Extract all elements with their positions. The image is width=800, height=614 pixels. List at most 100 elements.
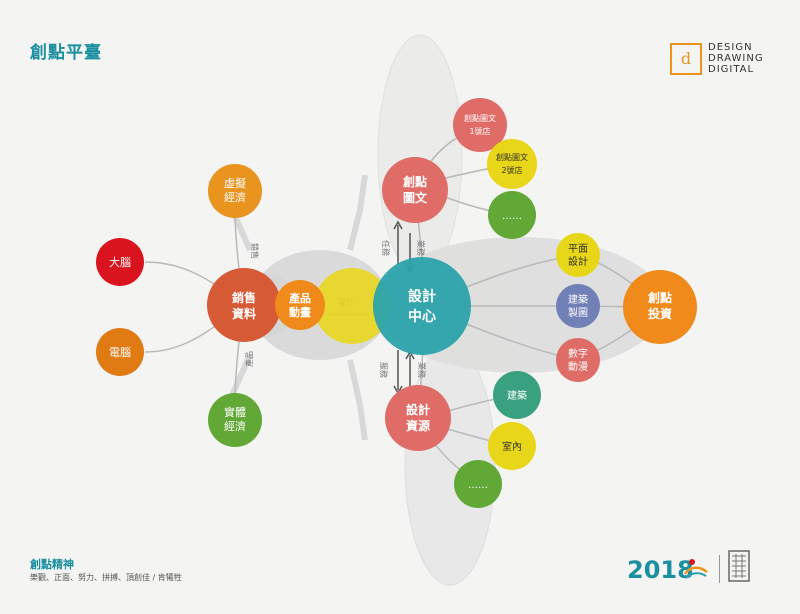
node-design-resources: 設計 資源 <box>385 385 451 451</box>
icif-logo <box>683 559 708 579</box>
insect-leg-4 <box>347 359 368 441</box>
node-virtual-economy-circle <box>208 164 262 218</box>
brand-logo-mark: d <box>670 42 702 75</box>
node-resources-more-circle <box>454 460 502 508</box>
node-digital-animation-line2: 動漫 <box>568 360 588 373</box>
seal-pattern <box>732 554 746 578</box>
node-design-resources-line1: 設計 <box>406 402 430 417</box>
node-resources-more: …… <box>454 460 502 508</box>
node-sales-data-line1: 銷售 <box>232 290 256 305</box>
node-product-animation-line1: 產品 <box>288 291 311 305</box>
node-resources-more-label: …… <box>468 480 488 491</box>
seal-border <box>728 550 750 582</box>
node-product-animation-line2: 動畫 <box>289 305 311 319</box>
node-design-center-line1: 設計 <box>408 288 436 305</box>
node-graphics-more-circle <box>488 191 536 239</box>
node-store-2: 創點圖文 2號店 <box>487 139 537 189</box>
icif-logo-dot <box>689 559 695 565</box>
edge-label-sales-real: 產品 <box>244 351 254 367</box>
node-creative-graphics-circle <box>382 157 448 223</box>
node-architectural-drawing: 建築 製圖 <box>556 284 600 328</box>
node-design-center-circle <box>373 257 471 355</box>
node-brain-circle <box>96 238 144 286</box>
node-computer-label: 電腦 <box>109 345 131 359</box>
node-sales-data: 銷售 資料 <box>207 268 281 342</box>
node-interior: 室內 <box>488 422 536 470</box>
node-store-2-line1: 創點圖文 <box>496 152 528 162</box>
icif-logo-swoosh-2 <box>685 572 707 579</box>
node-computer: 電腦 <box>96 328 144 376</box>
brand-logo-text: DESIGN DRAWING DIGITAL <box>708 42 764 75</box>
edge-label-to-graphics-right: 業務 <box>416 240 426 256</box>
arrow-up-left-head <box>393 220 403 230</box>
node-architecture-label: 建築 <box>507 389 527 402</box>
node-creative-graphics-line1: 創點 <box>402 174 427 189</box>
node-design-resources-line2: 資源 <box>406 418 430 433</box>
node-real-economy-line2: 經濟 <box>224 419 246 433</box>
node-design <box>314 268 390 344</box>
node-computer-circle <box>96 328 144 376</box>
node-architecture-circle <box>493 371 541 419</box>
node-design-circle <box>314 268 390 344</box>
edge-label-to-resources-left: 服務 <box>379 362 389 378</box>
edge-label-sales-virtual: 銷售 <box>250 243 260 259</box>
footer-text: 樂觀、正面、努力、拼搏、頂創佳 / 肯犧牲 <box>30 573 182 582</box>
page-title: 創點平臺 <box>30 43 102 63</box>
year-label: 2018 <box>627 556 694 584</box>
node-store-2-line2: 2號店 <box>501 165 522 175</box>
icif-logo-swoosh <box>683 566 708 575</box>
node-creative-graphics: 創點 圖文 <box>382 157 448 223</box>
node-creative-investment-line1: 創點 <box>647 290 672 305</box>
node-interior-circle <box>488 422 536 470</box>
brand-logo: d DESIGN DRAWING DIGITAL <box>670 42 764 75</box>
insect-leg-3 <box>347 174 368 251</box>
node-graphic-design-circle <box>556 233 600 277</box>
node-product-animation: 產品 動畫 <box>275 280 325 330</box>
node-graphic-design-line2: 設計 <box>568 255 588 268</box>
node-graphic-design: 平面 設計 <box>556 233 600 277</box>
node-graphics-more-label: …… <box>502 211 522 222</box>
brand-logo-line-1: DESIGN <box>708 42 753 53</box>
brand-logo-line-2: DRAWING <box>708 53 764 64</box>
node-sales-data-line2: 資料 <box>232 306 256 321</box>
node-brain-label: 大腦 <box>109 255 131 269</box>
node-digital-animation-circle <box>556 338 600 382</box>
seal-logo <box>728 550 750 582</box>
node-interior-label: 室內 <box>502 440 522 453</box>
footer-divider <box>719 555 720 583</box>
node-store-1-circle <box>453 98 507 152</box>
node-graphics-more: …… <box>488 191 536 239</box>
node-architectural-drawing-line2: 製圖 <box>568 306 588 319</box>
node-digital-animation-line1: 數字 <box>568 347 588 360</box>
node-real-economy-line1: 實體 <box>224 405 246 419</box>
edge-label-to-resources-right: 業務 <box>417 362 427 378</box>
node-design-center-line2: 中心 <box>408 308 436 325</box>
node-creative-investment: 創點 投資 <box>623 270 697 344</box>
node-real-economy-circle <box>208 393 262 447</box>
node-graphic-design-line1: 平面 <box>568 244 588 255</box>
node-virtual-economy-line1: 虛擬 <box>224 176 246 190</box>
node-real-economy: 實體 經濟 <box>208 393 262 447</box>
node-sales-data-circle <box>207 268 281 342</box>
node-store-1-line2: 1號店 <box>469 126 490 136</box>
brand-logo-line-3: DIGITAL <box>708 64 755 75</box>
node-product-animation-circle <box>275 280 325 330</box>
node-digital-animation: 數字 動漫 <box>556 338 600 382</box>
edge-label-to-graphics-left: 任務 <box>381 240 391 256</box>
node-creative-graphics-line2: 圖文 <box>403 190 428 205</box>
node-store-1: 創點圖文 1號店 <box>453 98 507 152</box>
node-creative-investment-circle <box>623 270 697 344</box>
node-virtual-economy-line2: 經濟 <box>224 190 246 204</box>
node-brain: 大腦 <box>96 238 144 286</box>
node-store-2-circle <box>487 139 537 189</box>
node-virtual-economy: 虛擬 經濟 <box>208 164 262 218</box>
footer-title: 創點精神 <box>30 558 74 571</box>
node-store-1-line1: 創點圖文 <box>464 113 496 123</box>
node-architectural-drawing-line1: 建築 <box>568 293 588 306</box>
node-design-center: 設計 中心 <box>373 257 471 355</box>
node-architectural-drawing-circle <box>556 284 600 328</box>
node-architecture: 建築 <box>493 371 541 419</box>
node-design-resources-circle <box>385 385 451 451</box>
